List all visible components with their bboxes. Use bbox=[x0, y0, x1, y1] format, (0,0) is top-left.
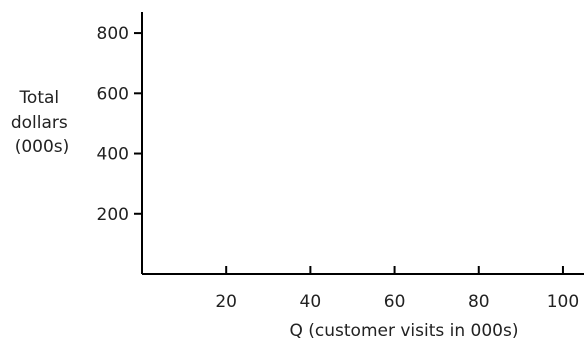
y-tick-label-600: 600 bbox=[97, 84, 129, 104]
x-axis-ticks: 20 40 60 80 100 bbox=[215, 266, 579, 312]
x-axis-title: Q (customer visits in 000s) bbox=[289, 321, 518, 341]
x-tick-label-20: 20 bbox=[215, 292, 237, 312]
y-tick-label-800: 800 bbox=[97, 24, 129, 44]
x-tick-label-100: 100 bbox=[547, 292, 579, 312]
y-tick-label-200: 200 bbox=[97, 205, 129, 225]
y-axis-title-line-2: dollars bbox=[11, 113, 68, 133]
x-tick-label-60: 60 bbox=[384, 292, 406, 312]
y-axis-title: Total dollars (000s) bbox=[11, 88, 73, 157]
y-axis-title-line-3: (000s) bbox=[15, 137, 70, 157]
y-tick-label-400: 400 bbox=[97, 145, 129, 165]
x-tick-label-40: 40 bbox=[300, 292, 322, 312]
x-tick-label-80: 80 bbox=[468, 292, 490, 312]
y-axis-ticks: 200 400 600 800 bbox=[97, 24, 142, 225]
y-axis-title-line-1: Total bbox=[18, 88, 59, 108]
